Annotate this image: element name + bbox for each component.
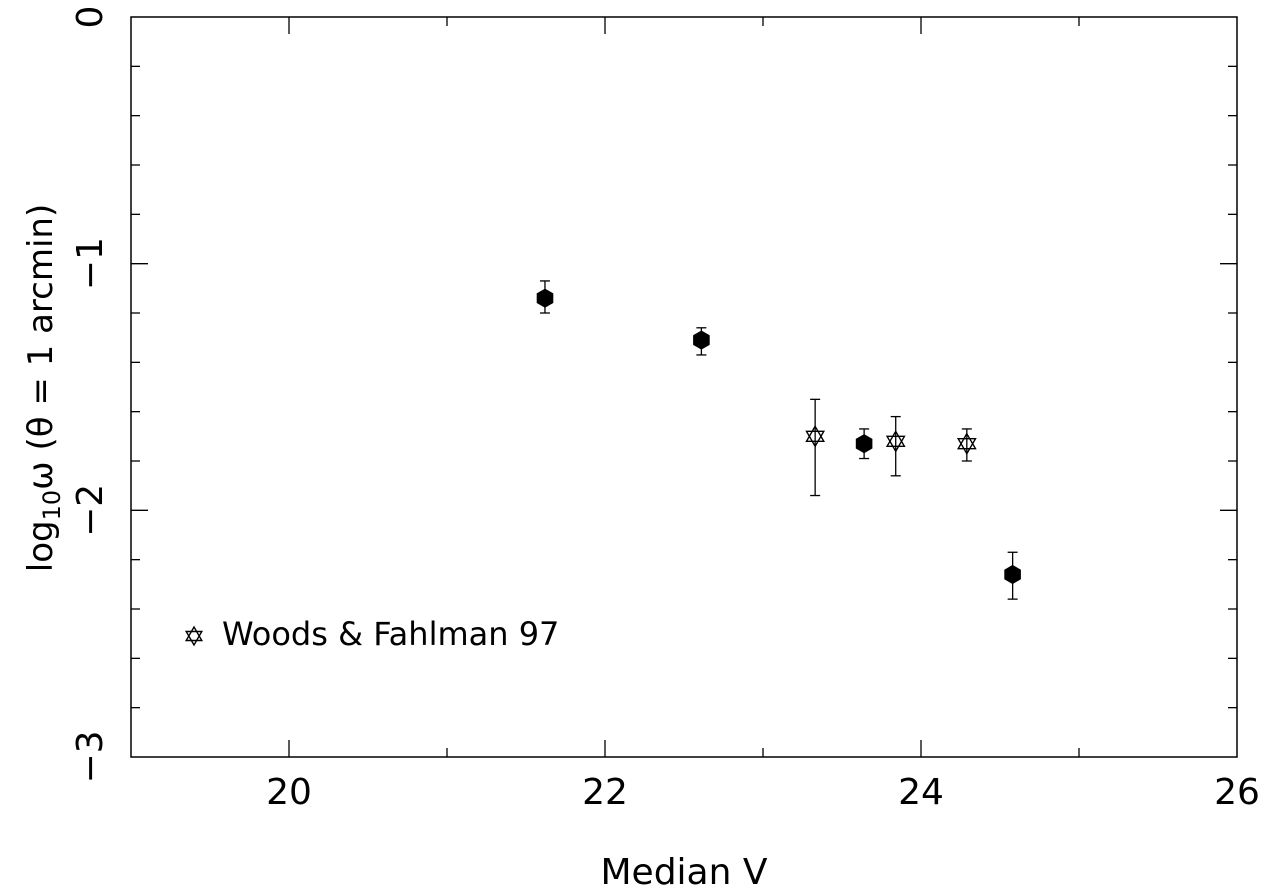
y-tick-label: −1 <box>70 237 111 290</box>
hexagon-marker <box>855 434 873 454</box>
star-marker <box>885 429 906 453</box>
star-marker <box>805 424 826 448</box>
data-point <box>693 327 710 356</box>
tick-labels: 20 22 24 26 0 −1 −2 −3 <box>70 6 1260 813</box>
data-point <box>1004 551 1021 600</box>
data-point <box>956 428 977 462</box>
x-axis-label: Median V <box>600 852 767 893</box>
star-marker <box>184 625 204 647</box>
hexagon-marker <box>1004 564 1021 585</box>
legend-label: Woods & Fahlman 97 <box>222 615 559 653</box>
y-tick-label: −2 <box>70 484 111 537</box>
star-marker <box>956 432 977 456</box>
y-axis-label-log: log <box>21 520 61 572</box>
legend: Woods & Fahlman 97 <box>184 615 559 653</box>
data-point <box>885 415 906 477</box>
y-axis-label-subscript: 10 <box>38 490 66 521</box>
data-point <box>536 280 554 314</box>
hexagon-marker <box>536 288 554 308</box>
data-points <box>536 280 1021 600</box>
data-point <box>855 428 873 460</box>
x-tick-label: 20 <box>266 772 312 813</box>
y-axis-label: log10ω (θ = 1 arcmin) <box>21 204 66 572</box>
hexagon-marker <box>693 330 710 350</box>
y-tick-label: 0 <box>70 6 111 29</box>
y-axis-label-theta: (θ = 1 arcmin) <box>21 204 61 462</box>
y-axis-label-omega: ω <box>21 461 61 489</box>
data-point <box>805 398 826 497</box>
y-tick-label: −3 <box>70 730 111 783</box>
x-tick-label: 24 <box>898 772 944 813</box>
x-tick-label: 26 <box>1214 772 1260 813</box>
plot-frame <box>130 16 1238 758</box>
x-tick-label: 22 <box>582 772 628 813</box>
legend-star-icon <box>184 625 204 647</box>
axis-ticks <box>131 17 1237 757</box>
